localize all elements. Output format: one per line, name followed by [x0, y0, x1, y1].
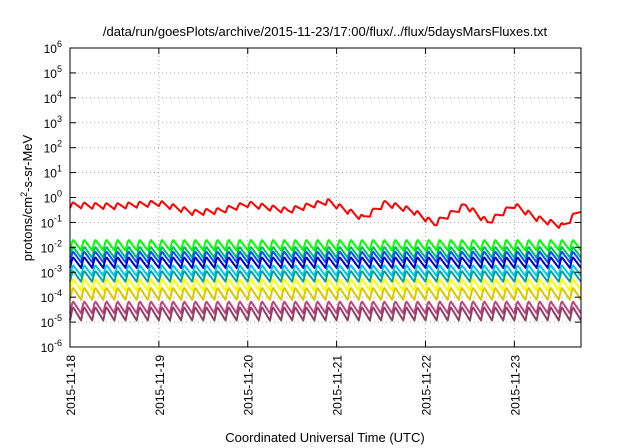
y-tick-label: 10-1 [41, 213, 62, 230]
y-tick-label: 10-6 [41, 338, 62, 355]
y-tick-label: 102 [44, 139, 62, 156]
series-line-8 [69, 278, 582, 292]
y-tick-label: 103 [44, 114, 62, 131]
x-axis: 2015-11-18 2015-11-19 2015-11-20 2015-11-21… [64, 48, 522, 416]
x-tick-label: 2015-11-19 [153, 355, 167, 416]
y-tick-label: 10-3 [41, 263, 62, 280]
series-group [69, 198, 582, 322]
x-tick-label: 2015-11-22 [419, 355, 433, 416]
grid [70, 48, 581, 347]
series-line-9 [69, 287, 582, 301]
series-line-6 [69, 264, 582, 277]
series-line-4 [69, 250, 582, 264]
y-tick-label: 101 [44, 164, 62, 181]
x-tick-label: 2015-11-18 [64, 355, 78, 416]
x-tick-label: 2015-11-21 [331, 355, 345, 416]
series-line-5 [69, 256, 582, 269]
series-line-11 [69, 306, 582, 322]
y-tick-label: 10-5 [41, 313, 62, 330]
x-tick-label: 2015-11-23 [508, 355, 522, 416]
x-tick-label: 2015-11-20 [242, 355, 256, 416]
y-axis-label: protons/cm2-s-sr-MeV [19, 134, 35, 261]
series-line-1 [69, 198, 582, 229]
chart-title: /data/run/goesPlots/archive/2015-11-23/1… [103, 24, 548, 39]
x-axis-label: Coordinated Universal Time (UTC) [225, 430, 424, 445]
y-axis: 10-6 10-5 10-4 10-3 10-2 10-1 100 101 102 103 104 1… [41, 39, 581, 355]
y-tick-label: 106 [44, 39, 62, 56]
series-line-10 [69, 300, 582, 315]
y-tick-label: 10-2 [41, 238, 62, 255]
y-tick-label: 104 [44, 89, 62, 106]
series-line-7 [69, 270, 582, 283]
y-tick-label: 10-4 [41, 288, 62, 305]
y-tick-label: 105 [44, 64, 62, 81]
series-line-2 [69, 239, 582, 252]
y-tick-label: 100 [44, 189, 62, 206]
series-line-3 [69, 246, 582, 259]
